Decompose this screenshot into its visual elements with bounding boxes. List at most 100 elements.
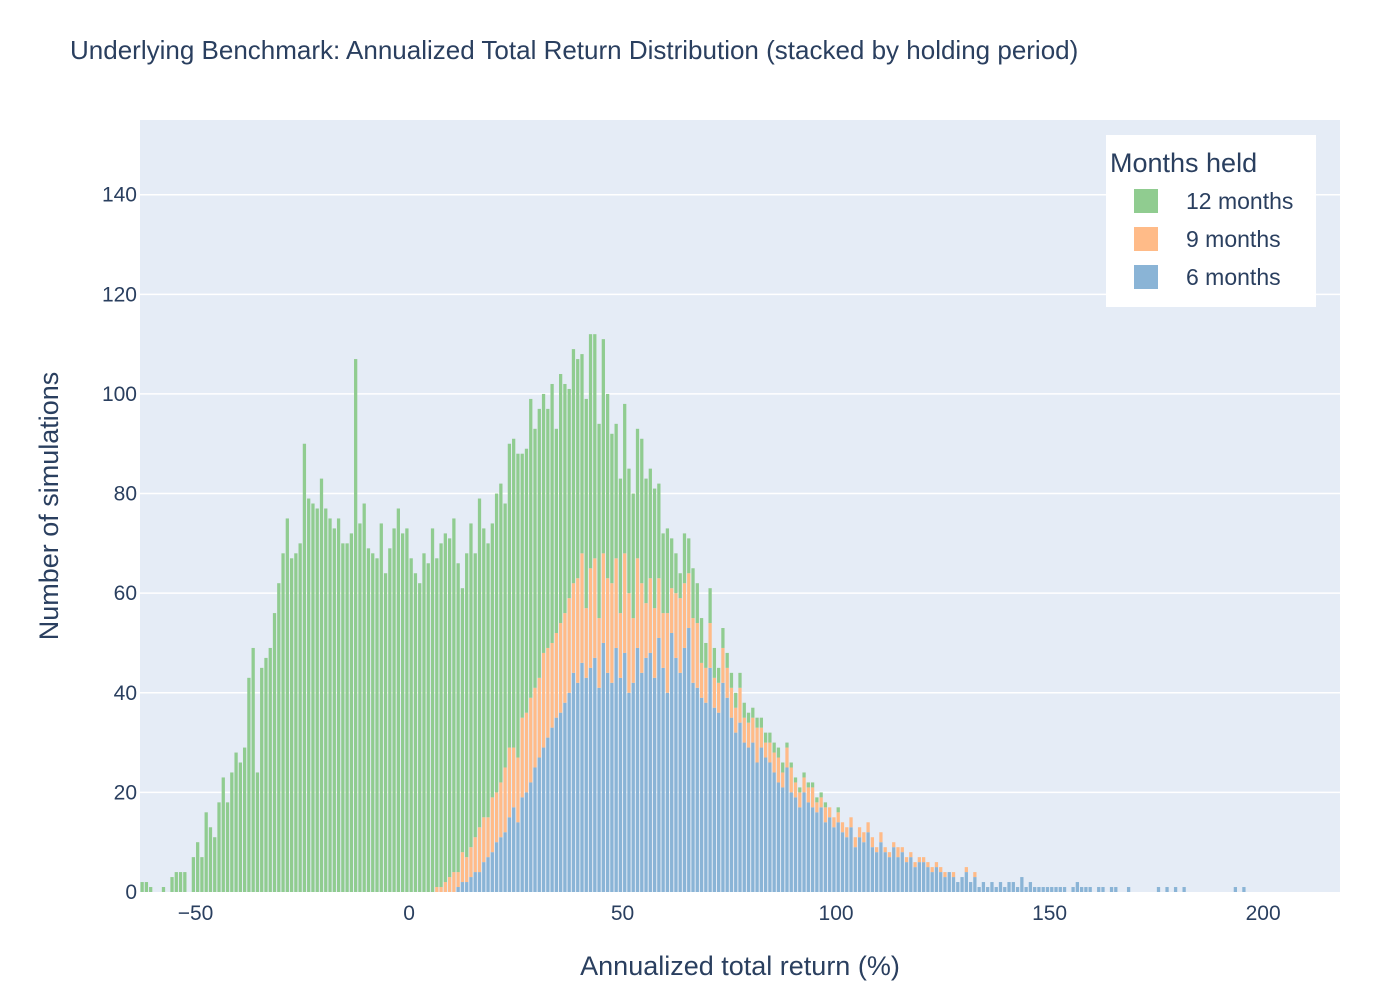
bar-12-months[interactable] <box>435 558 439 888</box>
bar-12-months[interactable] <box>670 538 674 589</box>
bar-9-months[interactable] <box>853 837 857 848</box>
bar-12-months[interactable] <box>618 478 623 614</box>
bar-12-months[interactable] <box>802 772 806 778</box>
bar-6-months[interactable] <box>1045 887 1050 892</box>
bar-6-months[interactable] <box>904 862 909 892</box>
bar-6-months[interactable] <box>857 837 862 892</box>
bar-6-months[interactable] <box>951 877 956 892</box>
bar-12-months[interactable] <box>815 797 819 803</box>
bar-9-months[interactable] <box>887 852 892 858</box>
bar-12-months[interactable] <box>763 732 768 743</box>
bar-6-months[interactable] <box>490 852 494 892</box>
bar-12-months[interactable] <box>328 518 332 892</box>
bar-12-months[interactable] <box>183 872 187 892</box>
bar-6-months[interactable] <box>832 827 836 892</box>
bar-12-months[interactable] <box>593 334 597 559</box>
bar-6-months[interactable] <box>917 862 921 892</box>
bar-12-months[interactable] <box>447 538 452 878</box>
bar-9-months[interactable] <box>926 862 930 868</box>
bar-9-months[interactable] <box>708 623 712 668</box>
bar-6-months[interactable] <box>1084 887 1088 892</box>
bar-6-months[interactable] <box>934 867 939 892</box>
bar-12-months[interactable] <box>546 408 550 648</box>
bar-9-months[interactable] <box>473 837 477 873</box>
bar-6-months[interactable] <box>1011 882 1015 892</box>
bar-6-months[interactable] <box>1156 887 1161 892</box>
bar-12-months[interactable] <box>204 812 208 892</box>
bar-6-months[interactable] <box>721 682 725 892</box>
bar-12-months[interactable] <box>699 618 704 663</box>
bar-12-months[interactable] <box>430 528 435 892</box>
bar-6-months[interactable] <box>682 647 687 892</box>
bar-12-months[interactable] <box>559 374 563 624</box>
bar-6-months[interactable] <box>1165 887 1169 892</box>
bar-6-months[interactable] <box>943 877 947 892</box>
bar-9-months[interactable] <box>721 647 725 683</box>
bar-6-months[interactable] <box>862 842 866 892</box>
bar-12-months[interactable] <box>554 428 559 634</box>
bar-12-months[interactable] <box>289 558 294 892</box>
bar-6-months[interactable] <box>524 792 529 892</box>
bar-6-months[interactable] <box>529 782 533 892</box>
bar-6-months[interactable] <box>1007 882 1011 892</box>
bar-6-months[interactable] <box>870 847 875 892</box>
bar-12-months[interactable] <box>623 403 627 554</box>
bar-9-months[interactable] <box>597 618 601 688</box>
bar-6-months[interactable] <box>678 672 682 892</box>
bar-6-months[interactable] <box>456 887 460 892</box>
bar-12-months[interactable] <box>717 667 721 683</box>
bar-12-months[interactable] <box>174 872 178 892</box>
bar-12-months[interactable] <box>362 503 366 892</box>
bar-12-months[interactable] <box>768 732 772 743</box>
bar-9-months[interactable] <box>849 817 853 828</box>
bar-9-months[interactable] <box>691 618 695 683</box>
bar-9-months[interactable] <box>486 817 490 858</box>
bar-6-months[interactable] <box>866 832 870 892</box>
bar-12-months[interactable] <box>307 498 311 892</box>
bar-12-months[interactable] <box>691 568 695 619</box>
bar-6-months[interactable] <box>977 887 981 892</box>
bar-6-months[interactable] <box>981 882 986 892</box>
bar-12-months[interactable] <box>729 672 734 688</box>
bar-12-months[interactable] <box>251 647 255 892</box>
bar-6-months[interactable] <box>810 807 815 892</box>
bar-12-months[interactable] <box>657 483 661 579</box>
bar-6-months[interactable] <box>1173 887 1178 892</box>
bar-12-months[interactable] <box>482 528 486 818</box>
bar-12-months[interactable] <box>516 453 520 758</box>
bar-6-months[interactable] <box>815 812 819 892</box>
bar-6-months[interactable] <box>776 782 781 892</box>
bar-6-months[interactable] <box>738 722 742 892</box>
bar-6-months[interactable] <box>477 872 482 892</box>
bar-12-months[interactable] <box>721 628 725 648</box>
bar-6-months[interactable] <box>691 682 695 892</box>
bar-12-months[interactable] <box>319 478 324 892</box>
bar-9-months[interactable] <box>610 583 614 683</box>
bar-12-months[interactable] <box>785 742 789 748</box>
bar-12-months[interactable] <box>371 553 375 892</box>
bar-12-months[interactable] <box>191 857 196 892</box>
bar-12-months[interactable] <box>281 553 285 892</box>
bar-6-months[interactable] <box>516 822 520 892</box>
bar-12-months[interactable] <box>819 792 823 798</box>
bar-6-months[interactable] <box>550 727 554 892</box>
bar-9-months[interactable] <box>973 872 977 878</box>
bar-9-months[interactable] <box>729 687 734 718</box>
bar-9-months[interactable] <box>913 862 917 868</box>
bar-6-months[interactable] <box>763 757 768 892</box>
bar-9-months[interactable] <box>746 722 751 748</box>
bar-9-months[interactable] <box>499 782 503 838</box>
bar-6-months[interactable] <box>994 887 998 892</box>
bar-9-months[interactable] <box>533 687 537 768</box>
bar-12-months[interactable] <box>196 842 200 892</box>
bar-9-months[interactable] <box>605 578 610 673</box>
bar-6-months[interactable] <box>1080 887 1084 892</box>
bar-9-months[interactable] <box>909 852 913 858</box>
bar-12-months[interactable] <box>674 553 678 594</box>
bar-12-months[interactable] <box>661 533 665 614</box>
bar-9-months[interactable] <box>614 558 618 648</box>
bar-12-months[interactable] <box>426 563 430 892</box>
bar-12-months[interactable] <box>345 543 349 892</box>
bar-9-months[interactable] <box>631 618 635 683</box>
bar-6-months[interactable] <box>1024 887 1028 892</box>
